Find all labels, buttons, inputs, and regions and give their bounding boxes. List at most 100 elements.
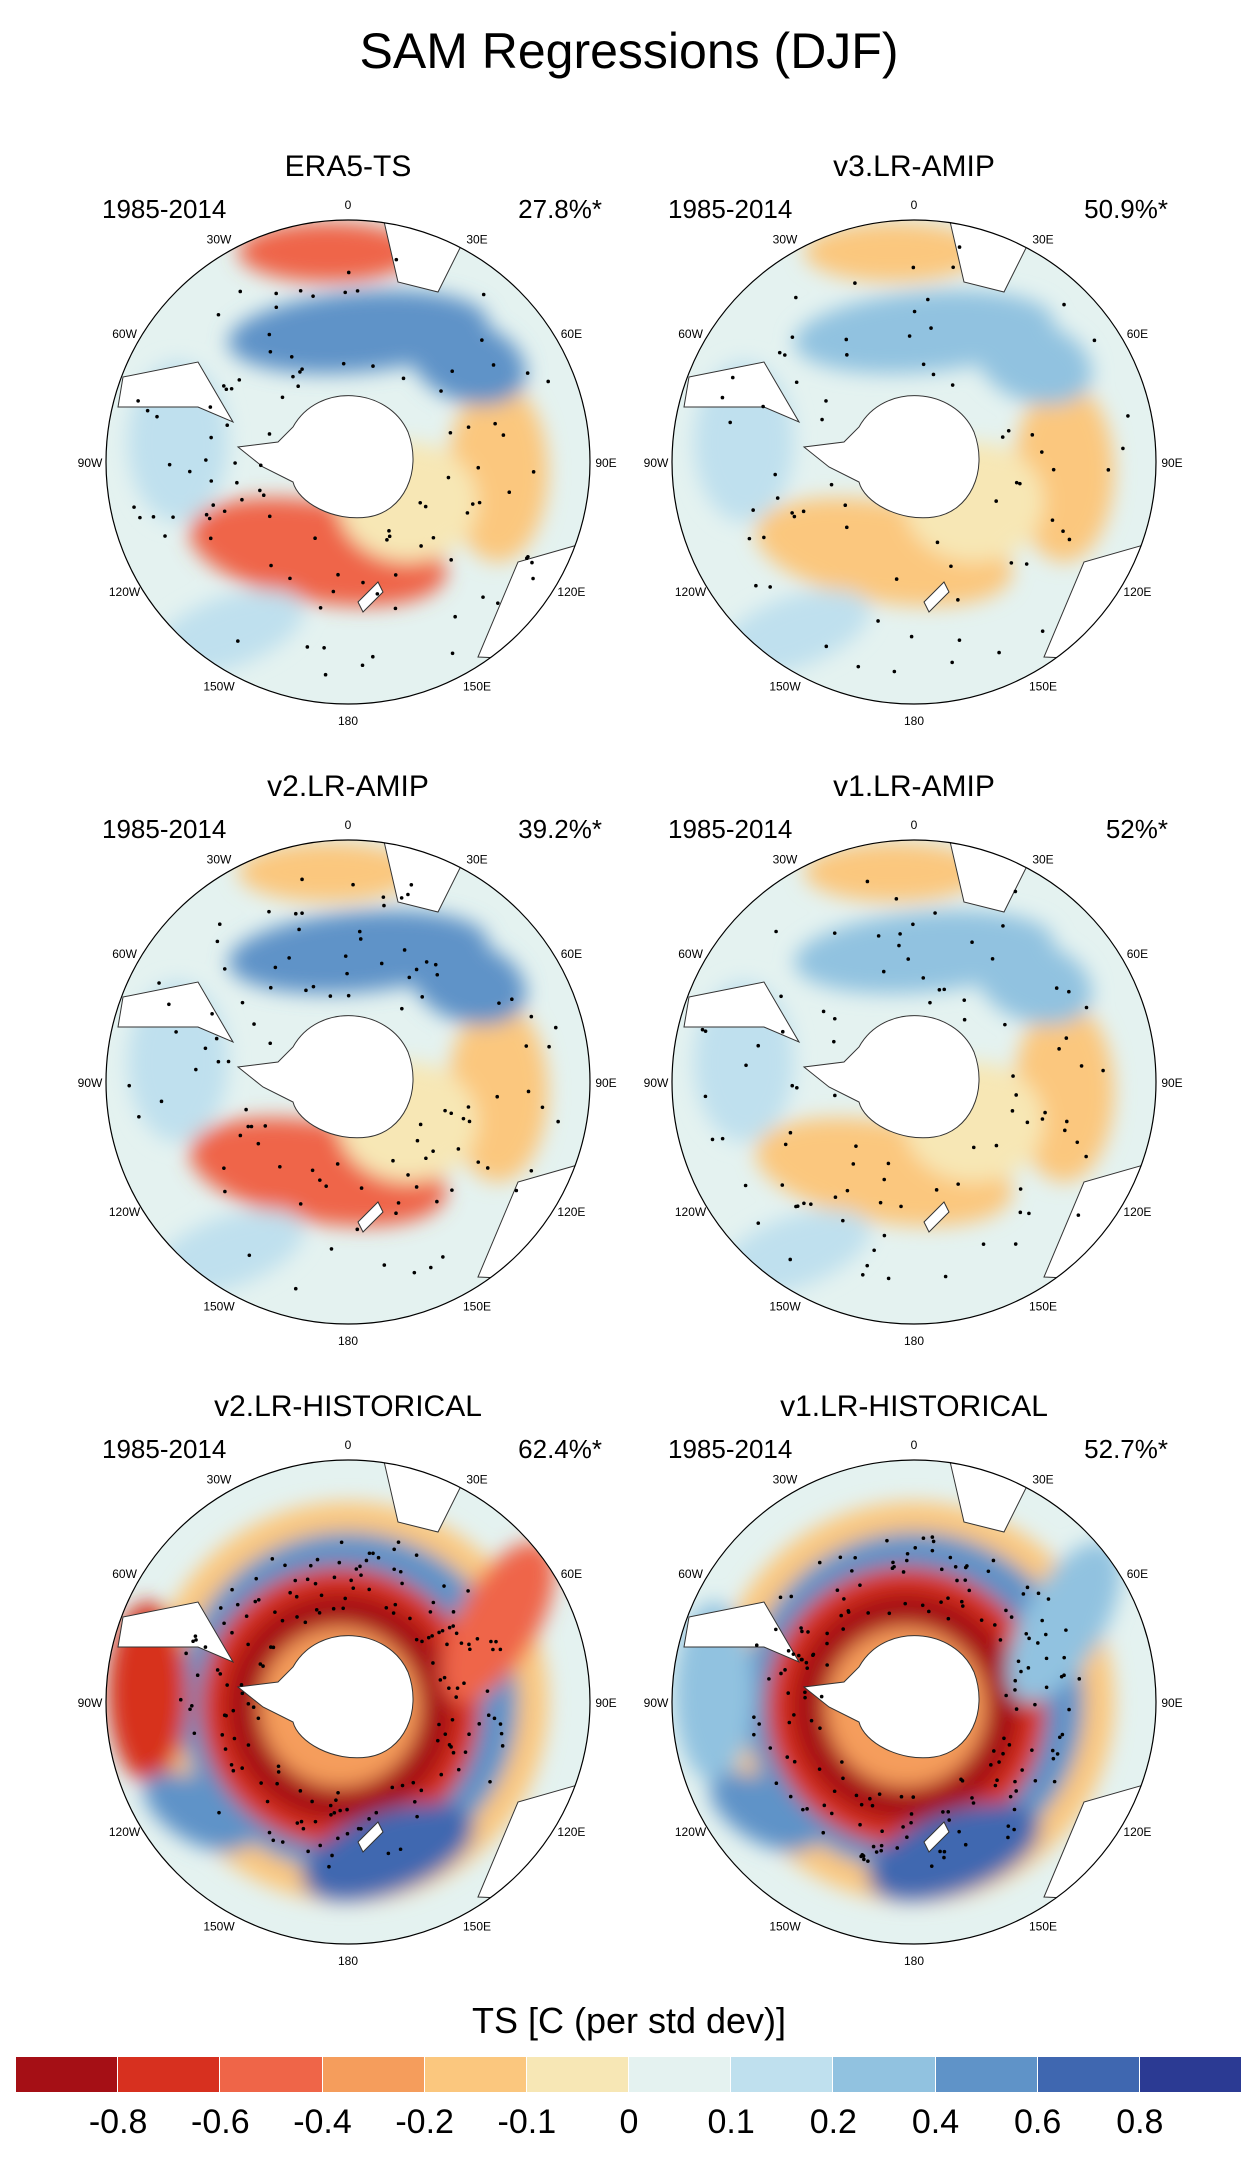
longitude-label: 60W — [678, 1567, 703, 1581]
longitude-label: 150E — [463, 1919, 491, 1933]
longitude-label: 30W — [207, 853, 232, 867]
colorbar — [16, 2057, 1243, 2092]
antarctica-landmass — [802, 1635, 980, 1759]
polar-map: 0 30E 60E 90E 120E 150E 180 150W 120W 90W 60W 30W — [644, 198, 1183, 728]
south-america-landmass — [683, 981, 801, 1044]
panel-period: 1985-2014 — [102, 814, 227, 844]
new-zealand-landmass — [923, 1201, 950, 1233]
panel-period: 1985-2014 — [102, 1434, 227, 1464]
colorbar-tick-label: -0.1 — [497, 2103, 557, 2141]
longitude-label: 90W — [644, 1696, 669, 1710]
longitude-label: 30E — [466, 1473, 487, 1487]
panel-explained-variance: 52%* — [1105, 814, 1168, 844]
longitude-label: 60E — [1127, 1567, 1148, 1581]
map-panel: 0 30E 60E 90E 120E 150E 180 150W 120W 90W 60W 30W v1… — [624, 770, 1204, 1390]
panel-period: 1985-2014 — [668, 814, 793, 844]
significance-stippling — [752, 1535, 1082, 1868]
panel-explained-variance: 27.8%* — [518, 194, 602, 224]
antarctica-landmass — [236, 395, 414, 519]
longitude-label: 120E — [1123, 1205, 1151, 1219]
colorbar-swatch — [220, 2057, 323, 2092]
colorbar-swatch — [118, 2057, 221, 2092]
longitude-label: 60W — [112, 327, 137, 341]
longitude-label: 0 — [911, 198, 918, 212]
longitude-label: 120W — [109, 1825, 141, 1839]
panel-period: 1985-2014 — [102, 194, 227, 224]
longitude-label: 90W — [644, 1076, 669, 1090]
longitude-label: 150W — [769, 679, 801, 693]
longitude-label: 30E — [1032, 853, 1053, 867]
antarctica-landmass — [236, 1635, 414, 1759]
panel-title: v1.LR-AMIP — [833, 770, 995, 803]
longitude-label: 90E — [595, 456, 616, 470]
longitude-label: 150W — [203, 1919, 235, 1933]
longitude-label: 90W — [78, 1076, 103, 1090]
map-boundary — [105, 839, 591, 1325]
new-zealand-landmass — [357, 581, 384, 613]
map-panel: 0 30E 60E 90E 120E 150E 180 150W 120W 90W 60W 30W ER… — [58, 150, 638, 770]
south-america-landmass — [683, 1601, 801, 1664]
panel-title: v3.LR-AMIP — [833, 150, 995, 183]
polar-map: 0 30E 60E 90E 120E 150E 180 150W 120W 90W 60W 30W — [78, 198, 617, 728]
significance-stippling — [720, 245, 1130, 674]
longitude-label: 120E — [557, 1825, 585, 1839]
longitude-label: 120E — [1123, 1825, 1151, 1839]
longitude-label: 150E — [463, 1299, 491, 1313]
longitude-label: 90W — [78, 1696, 103, 1710]
longitude-label: 180 — [904, 1954, 924, 1968]
south-america-landmass — [117, 981, 235, 1044]
longitude-label: 120E — [1123, 585, 1151, 599]
antarctica-landmass — [236, 1015, 414, 1139]
panel-title: v2.LR-HISTORICAL — [214, 1390, 482, 1423]
longitude-label: 30W — [207, 233, 232, 247]
panel-explained-variance: 62.4%* — [518, 1434, 602, 1464]
map-boundary — [671, 839, 1157, 1325]
map-boundary — [105, 219, 591, 705]
longitude-label: 120W — [109, 1205, 141, 1219]
longitude-label: 0 — [345, 198, 352, 212]
antarctica-landmass — [802, 1015, 980, 1139]
panel-explained-variance: 52.7%* — [1084, 1434, 1168, 1464]
colorbar-tick-label: -0.4 — [293, 2103, 352, 2141]
colorbar-swatch — [1037, 2057, 1140, 2092]
new-zealand-landmass — [923, 581, 950, 613]
longitude-label: 150W — [203, 679, 235, 693]
longitude-label: 0 — [345, 1438, 352, 1452]
colorbar-swatch — [833, 2057, 936, 2092]
longitude-label: 30W — [773, 1473, 798, 1487]
longitude-label: 150E — [1029, 679, 1057, 693]
longitude-label: 120W — [109, 585, 141, 599]
longitude-label: 60E — [561, 1567, 582, 1581]
map-boundary — [671, 1459, 1157, 1945]
longitude-label: 150W — [203, 1299, 235, 1313]
longitude-label: 120E — [557, 585, 585, 599]
colorbar-tick-label: -0.2 — [395, 2103, 454, 2141]
colorbar-swatch — [731, 2057, 834, 2092]
longitude-label: 180 — [338, 1334, 358, 1348]
colorbar-swatch — [935, 2057, 1038, 2092]
panel-period: 1985-2014 — [668, 194, 793, 224]
polar-map: 0 30E 60E 90E 120E 150E 180 150W 120W 90W 60W 30W — [644, 1438, 1183, 1968]
map-panel: 0 30E 60E 90E 120E 150E 180 150W 120W 90W 60W 30W v1… — [624, 1390, 1204, 2010]
panel-explained-variance: 39.2%* — [518, 814, 602, 844]
longitude-label: 60W — [678, 947, 703, 961]
colorbar-swatch — [424, 2057, 527, 2092]
panel-title: v2.LR-AMIP — [267, 770, 429, 803]
map-panel: 0 30E 60E 90E 120E 150E 180 150W 120W 90W 60W 30W v2… — [58, 1390, 638, 2010]
panel-explained-variance: 50.9%* — [1084, 194, 1168, 224]
longitude-label: 30W — [773, 233, 798, 247]
longitude-label: 90E — [595, 1696, 616, 1710]
page-title: SAM Regressions (DJF) — [359, 23, 899, 79]
longitude-label: 150E — [463, 679, 491, 693]
longitude-label: 180 — [338, 714, 358, 728]
map-boundary — [105, 1459, 591, 1945]
longitude-label: 60E — [561, 327, 582, 341]
longitude-label: 120W — [675, 1205, 707, 1219]
colorbar-swatch — [1139, 2057, 1243, 2092]
longitude-label: 0 — [911, 818, 918, 832]
colorbar-tick-label: -0.8 — [88, 2103, 148, 2141]
colorbar-tick-label: 0.8 — [1116, 2103, 1164, 2141]
longitude-label: 60W — [112, 1567, 137, 1581]
longitude-label: 150W — [769, 1299, 801, 1313]
colorbar-tick-label: 0.4 — [911, 2103, 960, 2141]
